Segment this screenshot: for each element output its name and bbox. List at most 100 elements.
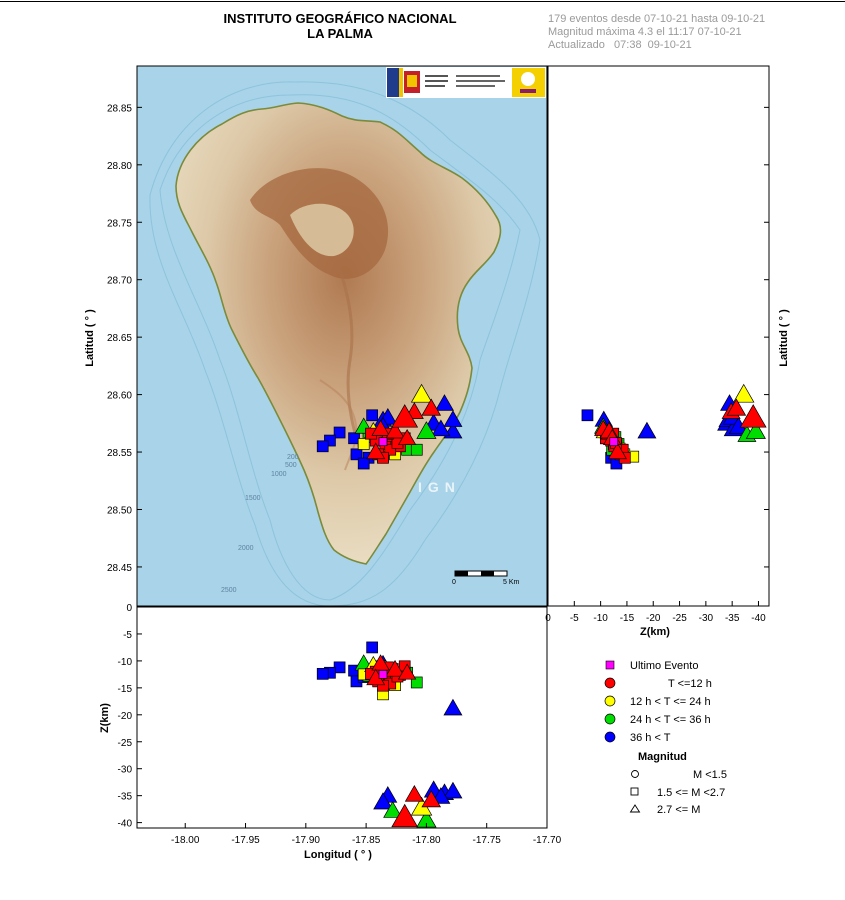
map-y-tick-label-0: 28.45 [107,563,132,574]
depth-lat-event-46 [739,404,767,428]
bottom-x-tick-label-0: -18.00 [171,835,200,846]
legend-square-shape [630,787,639,796]
map-y-tick-label-3: 28.60 [107,391,132,402]
lon-depth-event-42 [385,659,405,677]
info-box: 179 eventos desde 07-10-21 hasta 09-10-2… [548,13,765,52]
contour-2000 [149,81,541,606]
legend-swatch-t2 [604,695,616,707]
map-event-35 [384,443,397,456]
legend-last-event-swatch [605,660,615,670]
map-event-42 [385,421,405,439]
bottom-x-tick-label-2: -17.90 [292,835,321,846]
contour-label-500: 500 [285,462,297,469]
bottom-y-tick-label-3: -15 [118,684,133,695]
map-y-tick-label-5: 28.70 [107,276,132,287]
legend-swatch-t4 [604,731,616,743]
info-line-magnitude: Magnitud máxima 4.3 el 11:17 07-10-21 [548,26,742,38]
depth-latitude-events [581,383,767,470]
longitude-depth-panel [316,641,463,828]
right-x-tick-label-2: -10 [593,613,608,624]
contour-label-200: 200 [287,454,299,461]
lon-depth-last-event [378,670,388,679]
right-x-tick-label-3: -15 [620,613,635,624]
bottom-frame [136,606,548,829]
right-x-tick-label-1: -5 [570,613,579,624]
map-y-tick-label-2: 28.55 [107,448,132,459]
title-line-2: LA PALMA [307,26,373,41]
map-event-12 [443,410,463,427]
ign-watermark: IGN [418,479,461,495]
map-y-tick-label-7: 28.80 [107,161,132,172]
map-event-13 [431,419,451,437]
lon-depth-event-43 [397,663,417,680]
lon-depth-event-19 [410,676,423,689]
map-event-11 [434,394,455,411]
longitude-depth-events [316,641,463,828]
bottom-y-axis-title: Z(km) [99,703,111,733]
right-frame [547,65,770,607]
map-event-29 [410,383,433,403]
lon-depth-event-38 [377,679,389,692]
contour-label-2500: 2500 [221,587,237,594]
map-y-tick-label-6: 28.75 [107,218,132,229]
scale-end: 5 Km [503,579,520,586]
lon-depth-event-45 [404,784,424,802]
map-frame [136,65,548,607]
legend-t3: 24 h < T <= 36 h [630,714,711,726]
top-border [0,1,845,2]
legend-triangle-shape [629,804,641,813]
legend-last-event: Ultimo Evento [630,660,698,672]
ridge-south [319,379,358,471]
map-event-7 [357,457,370,470]
right-x-tick-label-5: -25 [672,613,687,624]
map-panel: 200 500 1000 1500 2000 2500 IGN [137,66,547,606]
map-event-46 [391,404,419,428]
right-x-tick-label-7: -35 [725,613,740,624]
depth-lat-event-29 [733,383,755,403]
map-event-5 [316,440,329,453]
map-event-23 [357,438,370,450]
lon-depth-event-21 [383,801,403,818]
legend-swatch-t1 [604,677,616,689]
info-line-events: 179 eventos desde 07-10-21 hasta 09-10-2… [548,13,766,25]
right-x-tick-label-0: 0 [545,613,551,624]
map-event-22 [416,421,437,439]
map-event-41 [371,419,390,436]
bottom-y-tick-label-8: -40 [118,819,133,830]
page-title: INSTITUTO GEOGRÁFICO NACIONAL LA PALMA [190,11,490,41]
depth-lat-event-47 [726,398,747,416]
scale-bar: 0 5 Km [452,570,520,586]
right-x-tick-label-8: -40 [751,613,766,624]
cumbre-vieja-ridge [338,269,362,451]
legend-circle-shape [631,770,639,778]
lon-depth-event-5 [316,667,329,680]
bottom-x-tick-label-5: -17.75 [473,835,502,846]
info-line-updated: Actualizado 07:38 09-10-21 [548,39,692,51]
lon-depth-event-12 [443,781,463,799]
legend-t1: T <=12 h [668,678,712,690]
bottom-y-tick-label-6: -30 [118,765,133,776]
bottom-y-tick-label-5: -25 [118,738,133,749]
right-x-tick-label-4: -20 [646,613,661,624]
legend-m2: 1.5 <= M <2.7 [657,787,725,799]
bottom-y-tick-label-0: 0 [126,603,132,614]
depth-latitude-panel [581,383,767,470]
map-last-event [378,437,388,447]
axes: 28.45 28.50 28.55 28.60 28.65 28.70 28.75 28.80… [107,103,769,846]
map-events [316,383,463,470]
bottom-x-tick-label-3: -17.85 [352,835,381,846]
map-y-tick-label-1: 28.50 [107,505,132,516]
lon-depth-event-47 [421,790,442,808]
map-event-44 [366,442,386,460]
bottom-y-tick-label-1: -5 [123,630,132,641]
scale-start: 0 [452,579,456,586]
map-event-1 [333,426,346,439]
bottom-y-tick-label-4: -20 [118,711,133,722]
right-x-tick-label-6: -30 [699,613,714,624]
bottom-x-axis-title: Longitud ( ° ) [304,849,372,861]
depth-lat-event-0 [581,409,594,422]
depth-lat-event-9 [637,421,657,439]
legend-t2: 12 h < T <= 24 h [630,696,711,708]
lon-depth-event-46 [391,803,419,828]
